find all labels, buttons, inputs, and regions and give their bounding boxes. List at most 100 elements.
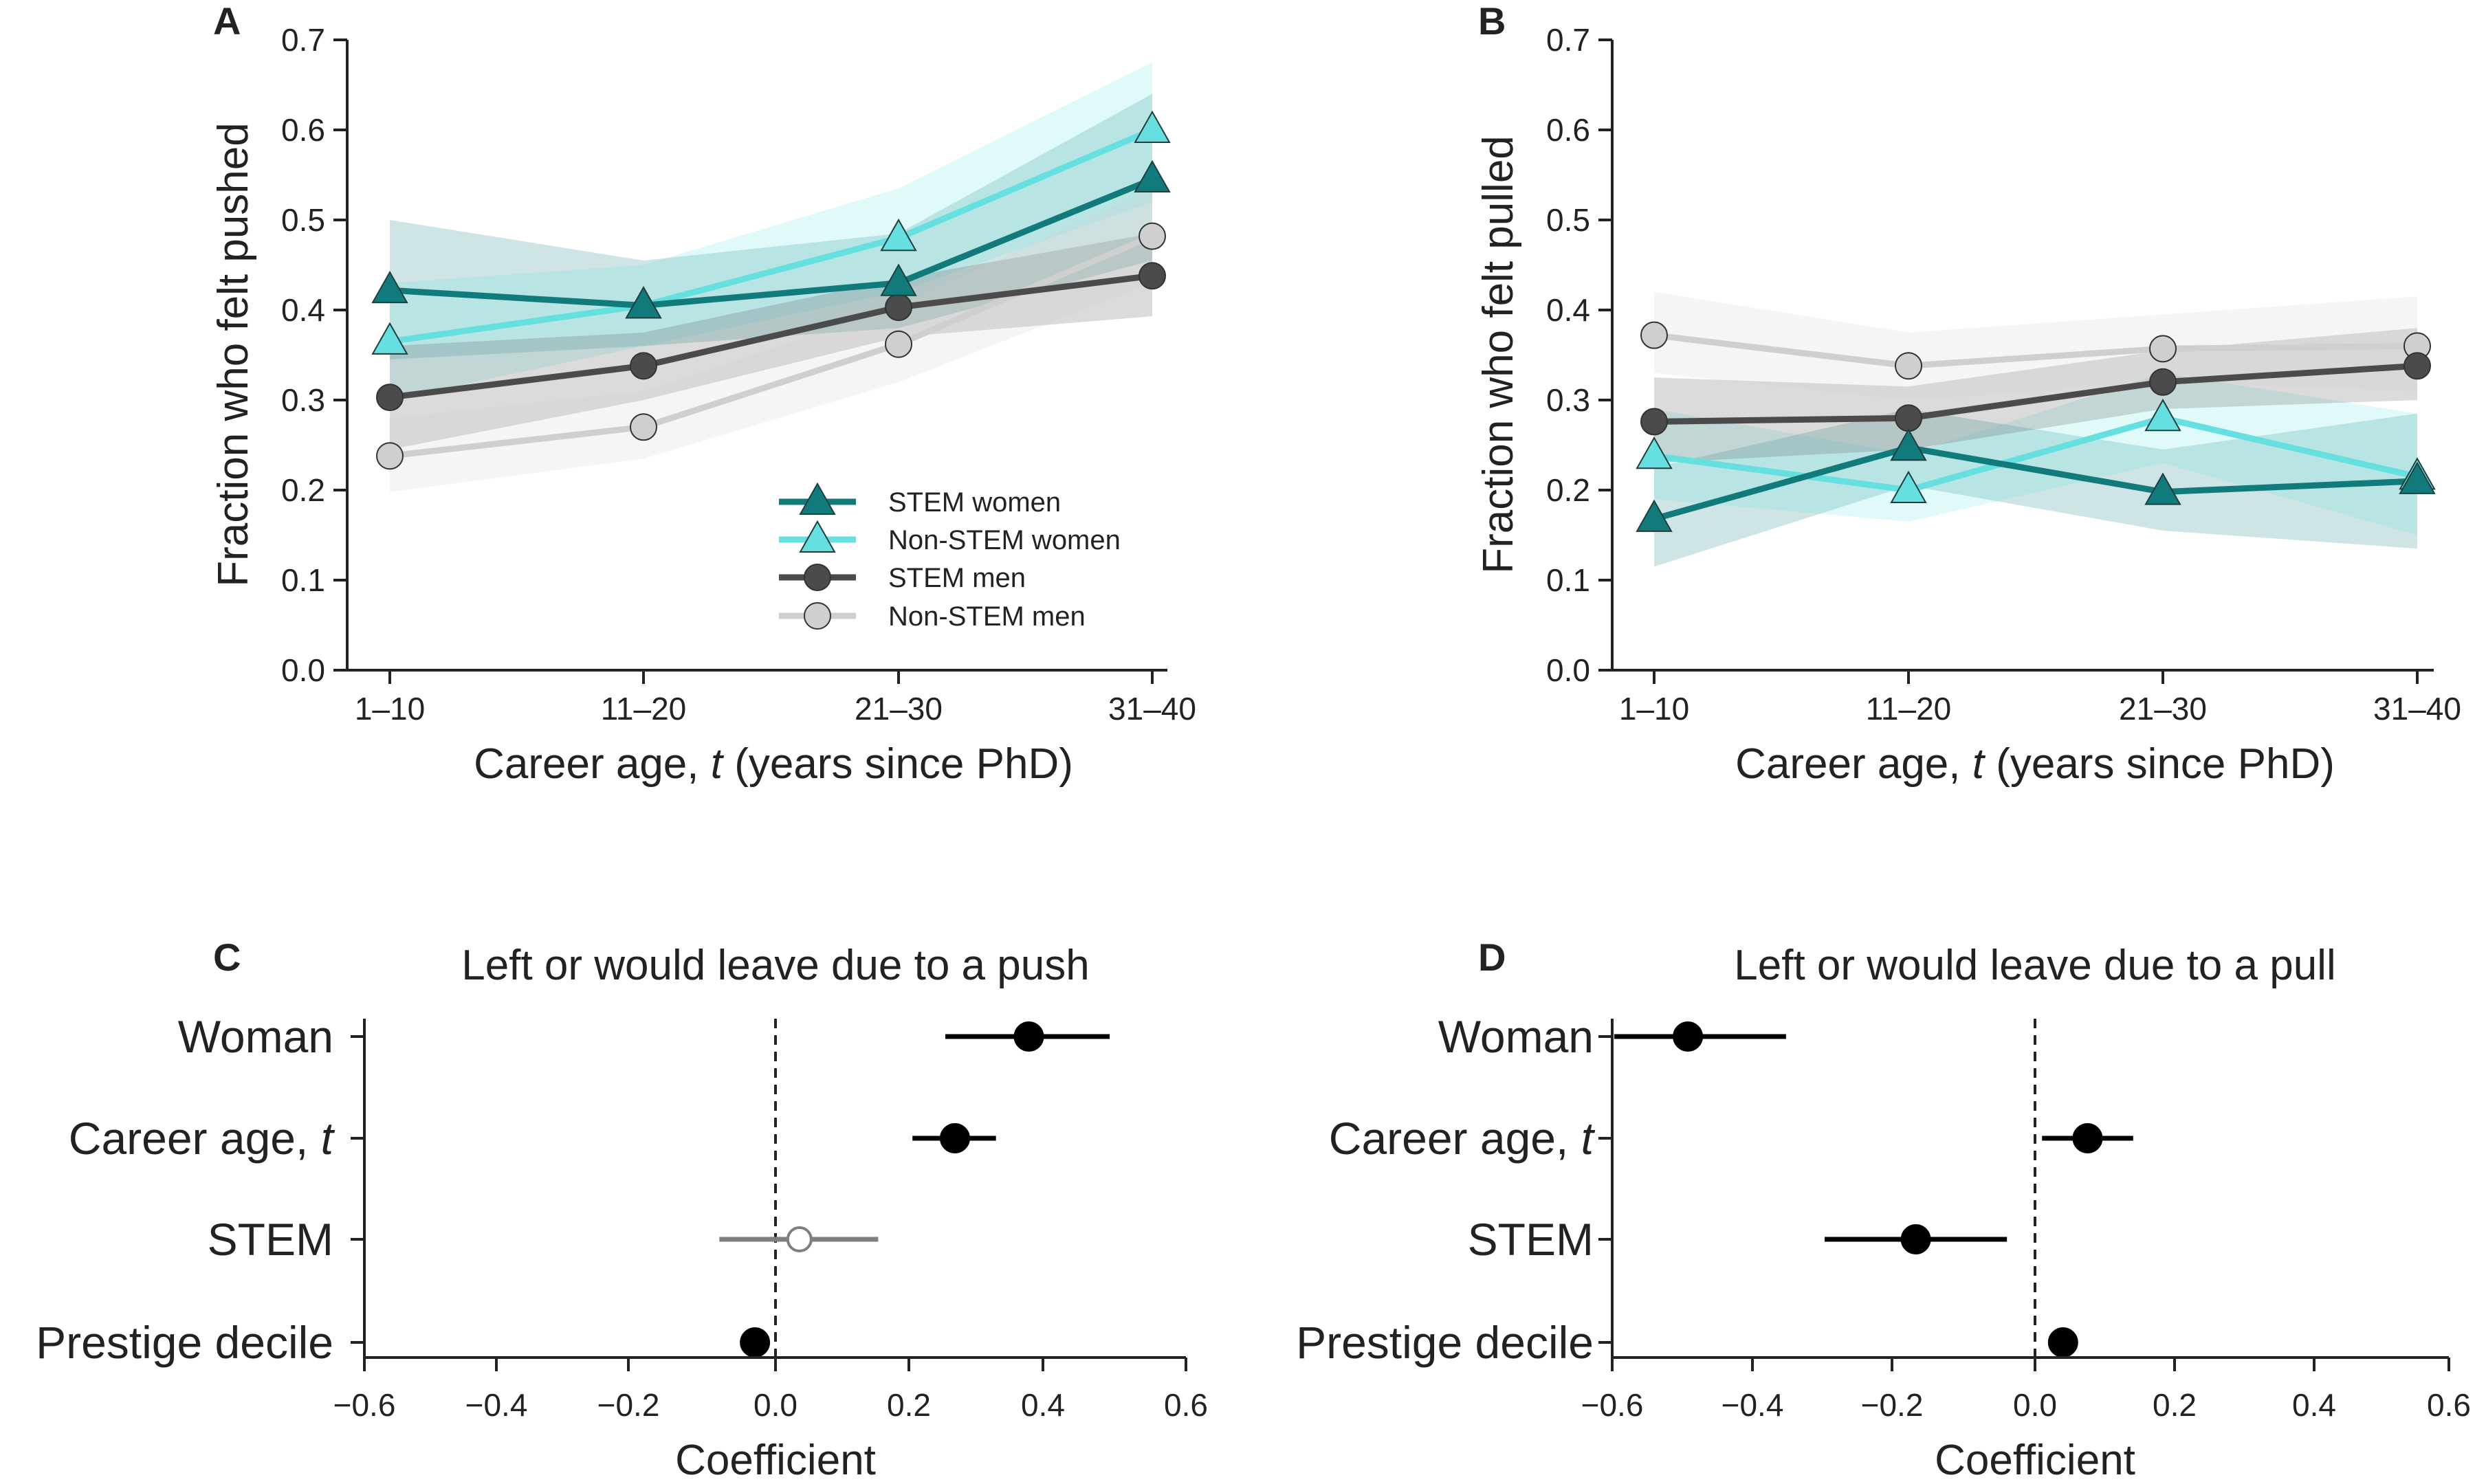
a-point-non-stem-women	[1134, 110, 1171, 143]
b-y-tick-label: 0.5	[1546, 202, 1590, 238]
b-x-tick-label: 21–30	[2119, 691, 2207, 727]
c-category-woman: Woman	[178, 1011, 333, 1062]
a-point-non-stem-men	[1138, 222, 1166, 250]
d-x-tick-label: 0.2	[2153, 1387, 2197, 1423]
b-point-non-stem-men	[1895, 352, 1922, 380]
panel-a-legend: STEM women Non-STEM women STEM men Non-STEM…	[779, 482, 1121, 632]
panel-a-series-lines	[389, 126, 1154, 459]
panel-a: A 0.0 0.1 0.2 0.3 0.4 0.5 0.6 0.7 1–10 11–20 21–3…	[210, 0, 1196, 788]
panel-d: D Left or would leave due to a pull Woma…	[1296, 935, 2471, 1484]
b-y-tick-label: 0.4	[1546, 292, 1590, 328]
c-category-career-age-t: Career age, t	[69, 1113, 336, 1164]
panel-d-title: Left or would leave due to a pull	[1734, 942, 2335, 989]
legend-marker-non-stem-men	[804, 602, 831, 630]
panel-b-x-axis-title: Career age, t (years since PhD)	[1735, 740, 2335, 788]
a-line-stem-women	[389, 176, 1154, 309]
panel-c-coefficients	[719, 1021, 1110, 1358]
c-category-prestige-decile: Prestige decile	[36, 1317, 333, 1368]
a-y-tick-label: 0.0	[281, 652, 325, 688]
a-y-tick-label: 0.3	[281, 382, 325, 418]
c-estimate-woman	[1013, 1021, 1044, 1052]
d-category-prestige-decile: Prestige decile	[1296, 1317, 1594, 1368]
b-y-tick-label: 0.3	[1546, 382, 1590, 418]
b-point-stem-men	[2404, 352, 2431, 380]
d-category-woman: Woman	[1438, 1011, 1594, 1062]
c-x-tick-label: −0.4	[465, 1387, 528, 1423]
b-point-stem-women	[1890, 428, 1927, 461]
c-estimate-career-age-t	[939, 1123, 970, 1153]
b-line-non-stem-men	[1653, 332, 2418, 369]
panel-a-confidence-bands	[390, 62, 1152, 492]
a-y-tick-label: 0.1	[281, 562, 325, 598]
b-point-non-stem-men	[2149, 335, 2177, 363]
panel-d-x-axis-title: Coefficient	[1935, 1437, 2135, 1484]
panel-a-y-axis-title: Fraction who felt pushed	[210, 122, 257, 587]
d-estimate-prestige-decile	[2047, 1327, 2078, 1358]
panel-b: B 0.0 0.1 0.2 0.3 0.4 0.5 0.6 0.7 1–10 11–20 21–3…	[1475, 0, 2461, 788]
c-estimate-prestige-decile	[740, 1327, 771, 1358]
a-x-tick-label: 21–30	[855, 691, 943, 727]
panel-d-letter: D	[1478, 935, 1506, 979]
a-band-stem-men	[390, 233, 1152, 450]
panel-a-markers	[371, 110, 1171, 470]
a-y-tick-label: 0.4	[281, 292, 325, 328]
d-category-career-age-t: Career age, t	[1329, 1113, 1596, 1164]
panel-d-category-labels: Woman Career age, t STEM Prestige decile	[1296, 1011, 1612, 1368]
b-point-non-stem-women	[1636, 436, 1673, 469]
panel-b-confidence-bands	[1654, 291, 2417, 567]
d-x-tick-label: −0.4	[1722, 1387, 1784, 1423]
b-point-stem-women	[2399, 461, 2436, 494]
panel-a-y-ticks: 0.0 0.1 0.2 0.3 0.4 0.5 0.6 0.7	[281, 22, 347, 688]
legend-label-non-stem-women: Non-STEM women	[888, 525, 1121, 555]
a-band-non-stem-men	[390, 188, 1152, 492]
a-point-stem-men	[885, 294, 912, 322]
panel-b-x-ticks: 1–10 11–20 21–30 31–40	[1619, 670, 2461, 727]
b-point-stem-women	[1636, 499, 1673, 532]
a-point-stem-men	[630, 352, 657, 380]
panel-a-x-axis-title: Career age, t (years since PhD)	[474, 740, 1073, 788]
a-point-non-stem-men	[376, 442, 404, 470]
b-band-stem-women	[1654, 409, 2417, 567]
c-x-tick-label: 0.0	[754, 1387, 798, 1423]
panel-d-coefficients	[1614, 1021, 2133, 1358]
b-point-non-stem-men	[1640, 321, 1668, 349]
a-point-non-stem-women	[880, 218, 917, 252]
d-category-stem: STEM	[1468, 1214, 1594, 1265]
d-estimate-woman	[1673, 1021, 1704, 1052]
c-x-tick-label: 0.2	[887, 1387, 931, 1423]
a-y-tick-label: 0.2	[281, 472, 325, 508]
c-category-stem: STEM	[208, 1214, 333, 1265]
panel-a-x-ticks: 1–10 11–20 21–30 31–40	[355, 670, 1196, 727]
d-x-tick-label: 0.4	[2292, 1387, 2336, 1423]
a-point-stem-men	[1138, 262, 1166, 290]
panel-b-series-lines	[1653, 332, 2419, 522]
b-y-tick-label: 0.2	[1546, 472, 1590, 508]
b-x-tick-label: 1–10	[1619, 691, 1689, 727]
d-x-tick-label: 0.6	[2427, 1387, 2471, 1423]
a-point-non-stem-men	[885, 330, 912, 358]
panel-c-letter: C	[213, 935, 241, 979]
legend-label-stem-women: STEM women	[888, 487, 1061, 518]
c-x-tick-label: −0.6	[333, 1387, 396, 1423]
b-line-non-stem-women	[1653, 414, 2419, 494]
legend-label-non-stem-men: Non-STEM men	[888, 601, 1086, 632]
b-line-stem-men	[1653, 362, 2418, 425]
a-point-stem-men	[376, 384, 404, 412]
panel-b-letter: B	[1478, 0, 1506, 43]
a-point-stem-women	[880, 263, 917, 296]
legend-label-stem-men: STEM men	[888, 563, 1026, 593]
a-band-stem-women	[390, 93, 1152, 360]
d-estimate-career-age-t	[2072, 1123, 2103, 1153]
b-line-stem-women	[1653, 444, 2418, 522]
a-line-stem-men	[389, 272, 1153, 401]
legend-marker-stem-women	[799, 482, 836, 515]
b-point-non-stem-women	[2144, 398, 2181, 432]
b-point-stem-men	[2149, 368, 2177, 396]
panel-c-title: Left or would leave due to a push	[461, 942, 1089, 989]
a-y-tick-label: 0.6	[281, 112, 325, 148]
d-estimate-stem	[1900, 1224, 1931, 1254]
c-estimate-stem	[786, 1226, 813, 1252]
panel-c-x-axis-title: Coefficient	[675, 1437, 876, 1484]
panel-c-category-labels: Woman Career age, t STEM Prestige decile	[36, 1011, 364, 1368]
